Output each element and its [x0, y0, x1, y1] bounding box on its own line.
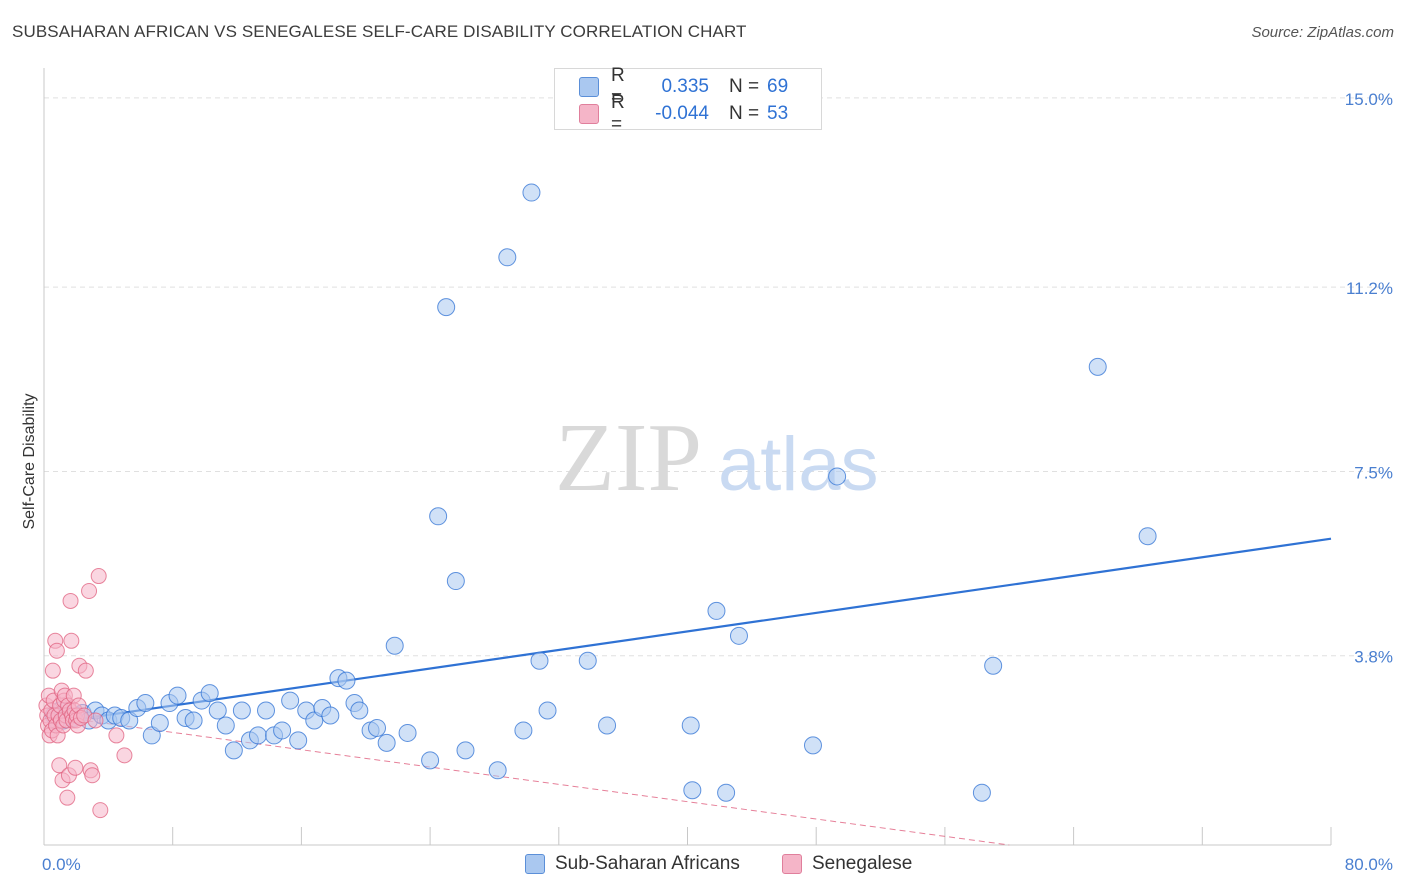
chart-title: SUBSAHARAN AFRICAN VS SENEGALESE SELF-CA… — [12, 22, 747, 41]
point-sub-saharan — [232, 701, 251, 720]
point-senegalese — [108, 727, 125, 744]
point-senegalese — [81, 582, 98, 599]
bottom-legend-blue: Sub-Saharan Africans — [525, 852, 740, 876]
y-tick-label: 3.8% — [1354, 648, 1393, 667]
x-tick-label-min: 0.0% — [42, 855, 81, 874]
point-senegalese — [77, 662, 94, 679]
legend-r-label: R = — [611, 65, 625, 108]
point-sub-saharan — [598, 716, 617, 735]
point-sub-saharan — [538, 701, 557, 720]
point-senegalese — [51, 757, 68, 774]
data-points — [38, 183, 1157, 819]
point-sub-saharan — [281, 691, 300, 710]
point-sub-saharan — [456, 741, 475, 760]
point-sub-saharan — [337, 671, 356, 690]
trend-lines — [47, 537, 1332, 846]
point-sub-saharan — [530, 651, 549, 670]
correlation-legend: R = 0.335 N = 69 R = -0.044 N = 53 — [554, 65, 822, 135]
point-sub-saharan — [429, 507, 448, 526]
point-sub-saharan — [257, 701, 276, 720]
point-sub-saharan — [972, 783, 991, 802]
legend-r-value-blue: 0.335 — [661, 76, 709, 97]
bottom-legend-swatch-pink — [782, 854, 802, 874]
x-tick-label-max: 80.0% — [1345, 855, 1393, 874]
point-sub-saharan — [522, 183, 541, 202]
axis-labels: 3.8% 7.5% 11.2% 15.0% 0.0% 80.0% Self-Care Dis… — [21, 90, 1393, 874]
y-tick-label: 11.2% — [1346, 279, 1393, 298]
point-sub-saharan — [168, 686, 187, 705]
point-sub-saharan — [683, 781, 702, 800]
point-sub-saharan — [368, 718, 387, 737]
legend-n-value-blue: 69 — [767, 76, 789, 97]
point-sub-saharan — [136, 694, 155, 713]
y-tick-label: 7.5% — [1354, 463, 1393, 482]
point-senegalese — [67, 759, 84, 776]
point-senegalese — [116, 747, 133, 764]
legend-swatch-blue — [579, 77, 599, 97]
trend-line-sub-saharan — [51, 537, 1332, 725]
legend-n-value-pink: 53 — [767, 103, 789, 124]
legend-n-label: N = — [729, 103, 760, 124]
point-sub-saharan — [1138, 527, 1157, 546]
grid-lines — [44, 97, 1392, 657]
legend-r-value-pink: -0.044 — [655, 103, 709, 124]
point-sub-saharan — [273, 721, 292, 740]
watermark-zip: ZIP — [555, 404, 702, 512]
y-tick-label: 15.0% — [1345, 90, 1393, 109]
point-sub-saharan — [446, 572, 465, 591]
point-sub-saharan — [321, 706, 340, 725]
point-senegalese — [44, 662, 61, 679]
point-senegalese — [84, 767, 101, 784]
point-sub-saharan — [150, 713, 169, 732]
point-senegalese — [59, 789, 76, 806]
legend-row-blue: R = 0.335 N = 69 — [579, 65, 789, 108]
point-sub-saharan — [398, 723, 417, 742]
point-sub-saharan — [514, 721, 533, 740]
point-sub-saharan — [224, 741, 243, 760]
point-sub-saharan — [248, 726, 267, 745]
legend-r-label: R = — [611, 92, 625, 135]
trend-line-senegalese — [47, 715, 1010, 846]
legend-row-pink: R = -0.044 N = 53 — [579, 92, 789, 135]
point-sub-saharan — [385, 636, 404, 655]
y-axis-title: Self-Care Disability — [21, 393, 38, 529]
legend-n-label: N = — [729, 76, 760, 97]
point-senegalese — [62, 592, 79, 609]
legend-swatch-pink — [579, 104, 599, 124]
point-sub-saharan — [717, 783, 736, 802]
point-sub-saharan — [184, 711, 203, 730]
point-senegalese — [48, 642, 65, 659]
point-sub-saharan — [421, 751, 440, 770]
point-sub-saharan — [488, 761, 507, 780]
point-sub-saharan — [707, 601, 726, 620]
point-sub-saharan — [984, 656, 1003, 675]
bottom-legend-label-pink: Senegalese — [812, 853, 913, 874]
point-sub-saharan — [498, 248, 517, 267]
point-sub-saharan — [350, 701, 369, 720]
point-sub-saharan — [289, 731, 308, 750]
watermark: ZIP atlas — [555, 404, 879, 512]
point-sub-saharan — [437, 298, 456, 317]
bottom-legend-swatch-blue — [525, 854, 545, 874]
bottom-legend-pink: Senegalese — [782, 852, 912, 876]
point-sub-saharan — [681, 716, 700, 735]
point-sub-saharan — [828, 467, 847, 486]
bottom-legend-label-blue: Sub-Saharan Africans — [555, 853, 740, 874]
point-senegalese — [63, 632, 80, 649]
point-sub-saharan — [729, 626, 748, 645]
point-senegalese — [92, 802, 109, 819]
watermark-atlas: atlas — [718, 422, 879, 507]
point-sub-saharan — [578, 651, 597, 670]
point-sub-saharan — [200, 684, 219, 703]
point-sub-saharan — [208, 701, 227, 720]
point-sub-saharan — [1088, 357, 1107, 376]
point-senegalese — [90, 568, 107, 585]
source-label: Source: ZipAtlas.com — [1251, 24, 1394, 41]
point-sub-saharan — [803, 736, 822, 755]
point-sub-saharan — [377, 733, 396, 752]
point-sub-saharan — [216, 716, 235, 735]
point-senegalese — [87, 712, 104, 729]
